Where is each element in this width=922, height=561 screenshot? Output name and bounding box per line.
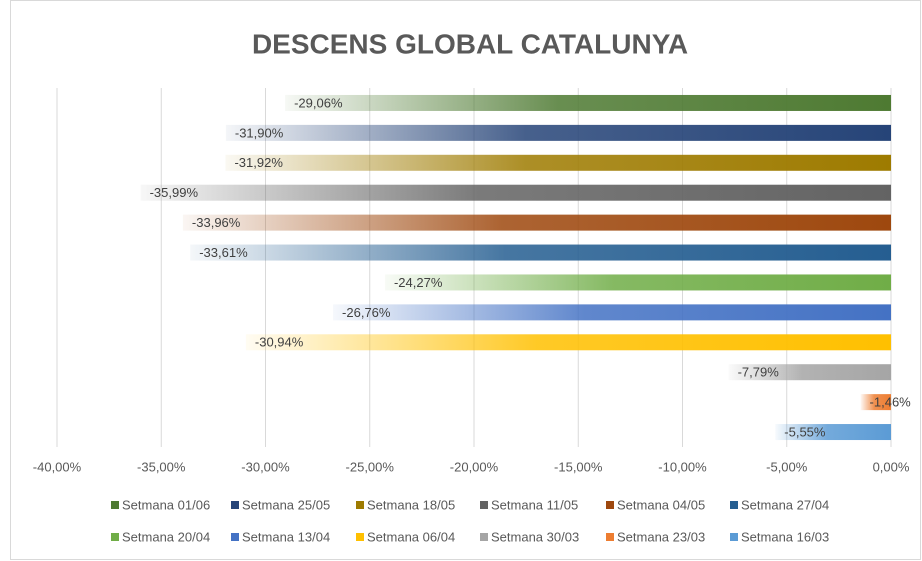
data-label: -30,94% (255, 335, 304, 350)
legend-marker (480, 533, 488, 541)
bar (775, 424, 891, 441)
legend-label: Setmana 25/05 (242, 497, 330, 512)
legend-marker (606, 501, 614, 509)
data-label: -7,79% (738, 365, 780, 380)
x-tick-label: -15,00% (554, 459, 603, 474)
legend-label: Setmana 11/05 (491, 497, 578, 512)
data-label: -5,55% (784, 424, 826, 439)
bar (860, 394, 891, 411)
bar (225, 124, 891, 141)
data-label: -35,99% (150, 185, 199, 200)
legend-label: Setmana 30/03 (491, 529, 579, 544)
data-label: -33,61% (199, 245, 248, 260)
data-label: -24,27% (394, 275, 443, 290)
data-label: -26,76% (342, 305, 391, 320)
data-label: -29,06% (294, 95, 343, 110)
data-label: -31,90% (235, 125, 284, 140)
legend-label: Setmana 23/03 (617, 529, 705, 544)
legend-label: Setmana 16/03 (741, 529, 829, 544)
data-label: -33,96% (192, 215, 241, 230)
legend-marker (231, 533, 239, 541)
x-tick-label: -35,00% (137, 459, 186, 474)
bar (285, 94, 891, 111)
chart-title: DESCENS GLOBAL CATALUNYA (252, 28, 688, 59)
legend-marker (111, 533, 119, 541)
legend-marker (480, 501, 488, 509)
legend-marker (356, 501, 364, 509)
legend-label: Setmana 13/04 (242, 529, 330, 544)
legend-label: Setmana 04/05 (617, 497, 705, 512)
x-tick-label: -30,00% (241, 459, 290, 474)
legend-label: Setmana 27/04 (741, 497, 829, 512)
legend-marker (730, 533, 738, 541)
legend-label: Setmana 01/06 (122, 497, 210, 512)
legend-label: Setmana 18/05 (367, 497, 455, 512)
x-tick-label: -20,00% (450, 459, 499, 474)
x-tick-label: -5,00% (766, 459, 808, 474)
x-tick-label: -40,00% (33, 459, 82, 474)
x-tick-label: 0,00% (873, 459, 910, 474)
bar (140, 184, 891, 201)
legend-marker (231, 501, 239, 509)
x-tick-label: -10,00% (658, 459, 707, 474)
bar (225, 154, 891, 171)
bar (190, 244, 891, 261)
data-label: -1,46% (870, 395, 912, 410)
legend-marker (730, 501, 738, 509)
legend-marker (111, 501, 119, 509)
bar (245, 334, 891, 351)
legend-marker (606, 533, 614, 541)
x-tick-label: -25,00% (346, 459, 395, 474)
legend-marker (356, 533, 364, 541)
bar (728, 364, 891, 381)
bar (384, 274, 891, 291)
legend-label: Setmana 06/04 (367, 529, 455, 544)
bar (182, 214, 891, 231)
bar (333, 304, 892, 321)
data-label: -31,92% (234, 155, 283, 170)
legend-label: Setmana 20/04 (122, 529, 210, 544)
